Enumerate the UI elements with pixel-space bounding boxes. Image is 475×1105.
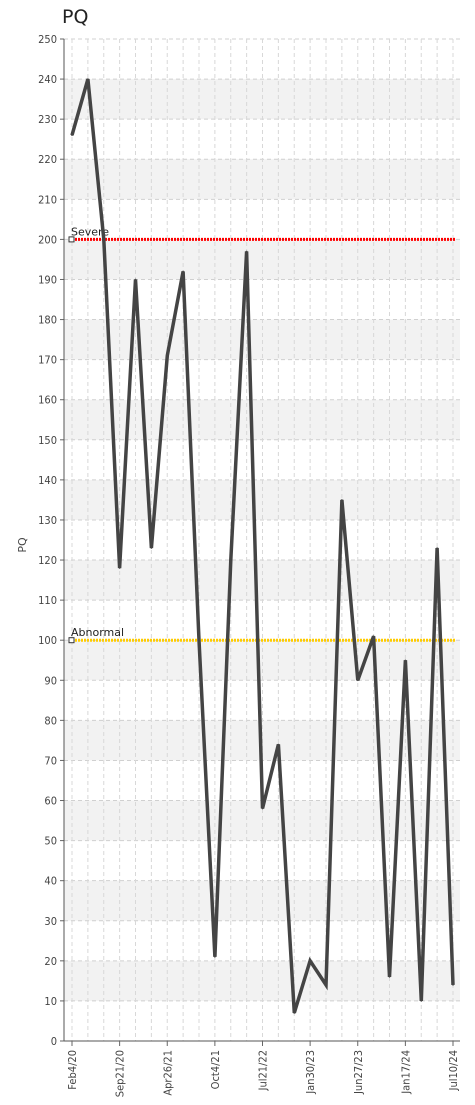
data-point xyxy=(71,134,73,136)
reference-marker xyxy=(68,236,75,243)
data-point xyxy=(420,1000,423,1002)
y-tick-label: 210 xyxy=(38,193,57,206)
data-point xyxy=(341,499,343,501)
y-tick-label: 0 xyxy=(51,1035,57,1048)
y-tick-label: 10 xyxy=(44,995,57,1008)
reference-label: Abnormal xyxy=(71,626,124,639)
data-point xyxy=(404,659,407,662)
data-point xyxy=(277,743,280,746)
y-axis-label: PQ xyxy=(16,537,29,553)
data-point xyxy=(134,278,137,281)
reference-marker xyxy=(68,637,75,644)
data-point xyxy=(388,976,391,978)
y-tick-label: 220 xyxy=(38,153,57,166)
y-tick-label: 70 xyxy=(44,754,57,767)
x-tick-labels: Feb4/20 Sep21/20 Apr26/21 Oct4/21 Jul21/22 Ja… xyxy=(66,1041,460,1097)
y-tick-label: 80 xyxy=(44,714,57,727)
y-tick-label: 150 xyxy=(38,434,57,447)
y-tick-label: 50 xyxy=(44,835,57,848)
background-band xyxy=(64,319,460,360)
y-tick-label: 170 xyxy=(38,354,57,367)
data-point xyxy=(356,679,359,682)
x-tick-label: Jan30/23 xyxy=(304,1050,317,1095)
data-point xyxy=(102,238,105,241)
series-layer xyxy=(70,78,455,1014)
data-point xyxy=(325,984,327,986)
data-point xyxy=(229,559,232,561)
y-tick-label: 200 xyxy=(38,233,57,246)
data-point xyxy=(436,547,438,549)
data-point xyxy=(293,1012,296,1014)
x-tick-label: Jul10/24 xyxy=(447,1050,460,1091)
x-tick-label: Sep21/20 xyxy=(114,1050,127,1097)
data-point xyxy=(214,956,216,958)
y-tick-label: 230 xyxy=(38,113,57,126)
y-tick-label: 190 xyxy=(38,273,57,286)
y-tick-labels: 0 10 20 30 40 50 60 70 80 90 100 110 120 130 140 150 160… xyxy=(38,33,57,1048)
data-point xyxy=(452,984,454,986)
y-tick-label: 240 xyxy=(38,73,57,86)
data-point xyxy=(261,807,264,810)
y-tick-label: 120 xyxy=(38,554,57,567)
x-tick-label: Feb4/20 xyxy=(66,1050,79,1090)
chart-title: PQ xyxy=(62,6,89,28)
y-tick-label: 30 xyxy=(44,915,57,928)
data-point xyxy=(245,250,248,253)
data-point xyxy=(118,567,121,569)
y-tick-label: 90 xyxy=(44,674,57,687)
data-point xyxy=(166,354,169,357)
y-tick-label: 130 xyxy=(38,514,57,527)
y-tick-label: 20 xyxy=(44,955,57,968)
background-band xyxy=(64,479,460,520)
x-tick-label: Jan17/24 xyxy=(399,1050,412,1095)
y-tick-label: 60 xyxy=(44,795,57,808)
data-point xyxy=(150,547,153,549)
vertical-gridlines xyxy=(71,39,454,1041)
data-point xyxy=(309,960,311,962)
reference-lines: Severe Abnormal xyxy=(68,225,456,644)
background-band xyxy=(64,640,460,681)
x-tick-label: Jun27/23 xyxy=(352,1050,365,1095)
x-tick-label: Oct4/21 xyxy=(209,1050,222,1089)
y-tick-label: 100 xyxy=(38,634,57,647)
data-point xyxy=(372,635,375,637)
data-point xyxy=(87,78,89,80)
reference-label: Severe xyxy=(71,225,109,238)
y-tick-label: 160 xyxy=(38,394,57,407)
y-tick-label: 40 xyxy=(44,875,57,888)
x-tick-label: Jul21/22 xyxy=(257,1050,270,1091)
y-tick-label: 180 xyxy=(38,314,57,327)
y-tick-label: 140 xyxy=(38,474,57,487)
y-tick-label: 110 xyxy=(38,594,57,607)
data-point xyxy=(198,639,200,641)
x-tick-label: Apr26/21 xyxy=(161,1050,174,1096)
data-point xyxy=(182,270,184,273)
background-band xyxy=(64,79,460,120)
y-tick-label: 250 xyxy=(38,33,57,46)
